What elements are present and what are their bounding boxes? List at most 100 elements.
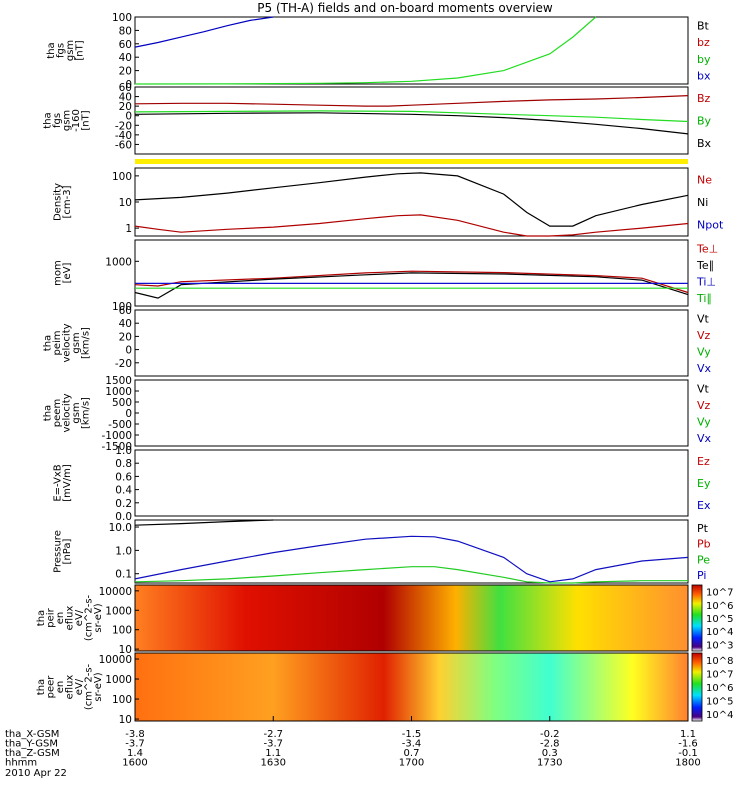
y-tick-label: 100 <box>112 625 132 637</box>
y-axis-label: gsm <box>71 402 82 423</box>
y-axis-label: mom <box>52 260 63 286</box>
panel-frame <box>134 309 689 377</box>
panel-4: 100 1000 mom[eV] Te⊥ Te∥ Ti⊥ Ti∥ <box>52 239 718 313</box>
x-tick-label: -1.5 <box>402 729 422 740</box>
colorbar-tick-label: 10^3 <box>706 640 733 651</box>
series-Pi <box>134 535 689 583</box>
y-axis-label: [nT] <box>81 110 92 130</box>
y-tick-label: 10 <box>119 714 132 726</box>
legend-Ey: Ey <box>697 477 711 490</box>
y-axis-label: tha <box>43 405 54 421</box>
legend-Vz: Vz <box>697 329 711 342</box>
legend-Vx: Vx <box>697 362 712 375</box>
y-axis-label: [eV] <box>62 263 73 284</box>
series-Bx <box>134 112 689 135</box>
y-tick-label: 60 <box>119 39 132 51</box>
y-tick-label: 10 <box>119 644 132 656</box>
y-axis-label: sr-eV) <box>93 603 104 632</box>
y-tick-label: 1000 <box>105 256 132 268</box>
legend-Vy: Vy <box>697 415 711 428</box>
series-bx <box>134 16 274 48</box>
y-axis-label: en <box>55 612 66 625</box>
y-tick-label: 60 <box>119 305 132 317</box>
y-tick-label: 20 <box>119 66 132 78</box>
y-axis-label: (cm^2-s- <box>84 594 95 641</box>
y-tick-label: 1 <box>125 223 132 235</box>
y-tick-label: 1.0 <box>115 445 132 457</box>
legend-Pt: Pt <box>697 522 709 535</box>
y-tick-label: -60 <box>115 139 132 151</box>
figure-title: P5 (TH-A) fields and on-board moments ov… <box>257 1 553 15</box>
legend-By: By <box>697 115 712 128</box>
y-tick-label: 100 <box>112 12 132 24</box>
y-axis-label: Density <box>52 183 63 221</box>
y-axis-label: [km/s] <box>81 327 92 359</box>
y-tick-label: -20 <box>115 120 132 132</box>
y-tick-label: 1000 <box>105 386 132 398</box>
series-By <box>134 110 689 123</box>
y-tick-label: -1000 <box>101 430 132 442</box>
colorbar-tick-label: 10^7 <box>706 669 733 680</box>
legend-bx: bx <box>697 70 711 83</box>
x-tick-label: -3.8 <box>125 729 145 740</box>
legend-Vy: Vy <box>697 345 711 358</box>
y-axis-label: tha <box>36 679 47 695</box>
legend-Vt: Vt <box>697 382 710 395</box>
y-axis-label: tha <box>46 42 57 58</box>
colorbar-tick-label: 10^8 <box>706 656 733 667</box>
y-tick-label: 0 <box>125 111 132 123</box>
legend-Bx: Bx <box>697 137 712 150</box>
y-axis-label: fgs <box>55 43 66 58</box>
y-axis-label: [nT] <box>74 40 85 60</box>
x-tick-label: -0.1 <box>678 748 698 759</box>
x-tick-label: -2.8 <box>540 739 560 750</box>
y-axis-label: peem <box>52 399 63 427</box>
y-tick-label: 0.2 <box>115 498 132 510</box>
y-axis-label: peer <box>46 675 57 699</box>
panel-frame <box>134 167 689 237</box>
legend-Te⊥: Te⊥ <box>696 242 718 255</box>
y-tick-label: 0.0 <box>115 511 132 523</box>
y-tick-label: 20 <box>119 101 132 113</box>
series-Te∥ <box>134 272 689 299</box>
series-Te⊥ <box>134 270 689 294</box>
y-axis-label: en <box>55 681 66 694</box>
y-axis-label: sr-eV) <box>93 672 104 701</box>
y-axis-label: eV/ <box>74 678 85 695</box>
y-tick-label: 10 <box>119 197 132 209</box>
colorbar-tick-label: 10^5 <box>706 697 733 708</box>
yellow-band <box>135 159 688 164</box>
y-axis-label: tha <box>43 335 54 351</box>
y-tick-label: 0.8 <box>115 458 132 470</box>
x-tick-label: 1.4 <box>127 748 143 759</box>
legend-Vt: Vt <box>697 312 710 325</box>
legend-by: by <box>697 53 711 66</box>
heatmap-fill <box>135 585 688 651</box>
legend-Pe: Pe <box>697 553 710 566</box>
y-axis-label: [cm-3] <box>62 185 73 218</box>
colorbar-tick-label: 10^7 <box>706 588 733 599</box>
y-tick-label: 20 <box>119 331 132 343</box>
legend-Vz: Vz <box>697 399 711 412</box>
panel-frame <box>134 449 689 517</box>
colorbar <box>691 584 703 652</box>
panel-frame <box>134 86 689 155</box>
x-tick-label: 0.3 <box>542 748 558 759</box>
y-tick-label: 0.6 <box>115 471 132 483</box>
panel-frame <box>134 379 689 447</box>
y-tick-label: 1.0 <box>115 545 132 557</box>
colorbar <box>691 652 703 722</box>
y-tick-label: 1000 <box>105 605 132 617</box>
x-tick-label: 1730 <box>537 758 562 769</box>
x-tick-label: -2.7 <box>263 729 283 740</box>
legend-Npot: Npot <box>697 219 724 232</box>
colorbar-tick-label: 10^4 <box>706 627 733 638</box>
y-axis-label: -160 <box>71 109 82 132</box>
row-label: tha_Z-GSM <box>5 748 60 759</box>
legend-Ez: Ez <box>697 455 710 468</box>
y-axis-label: velocity <box>62 323 73 362</box>
